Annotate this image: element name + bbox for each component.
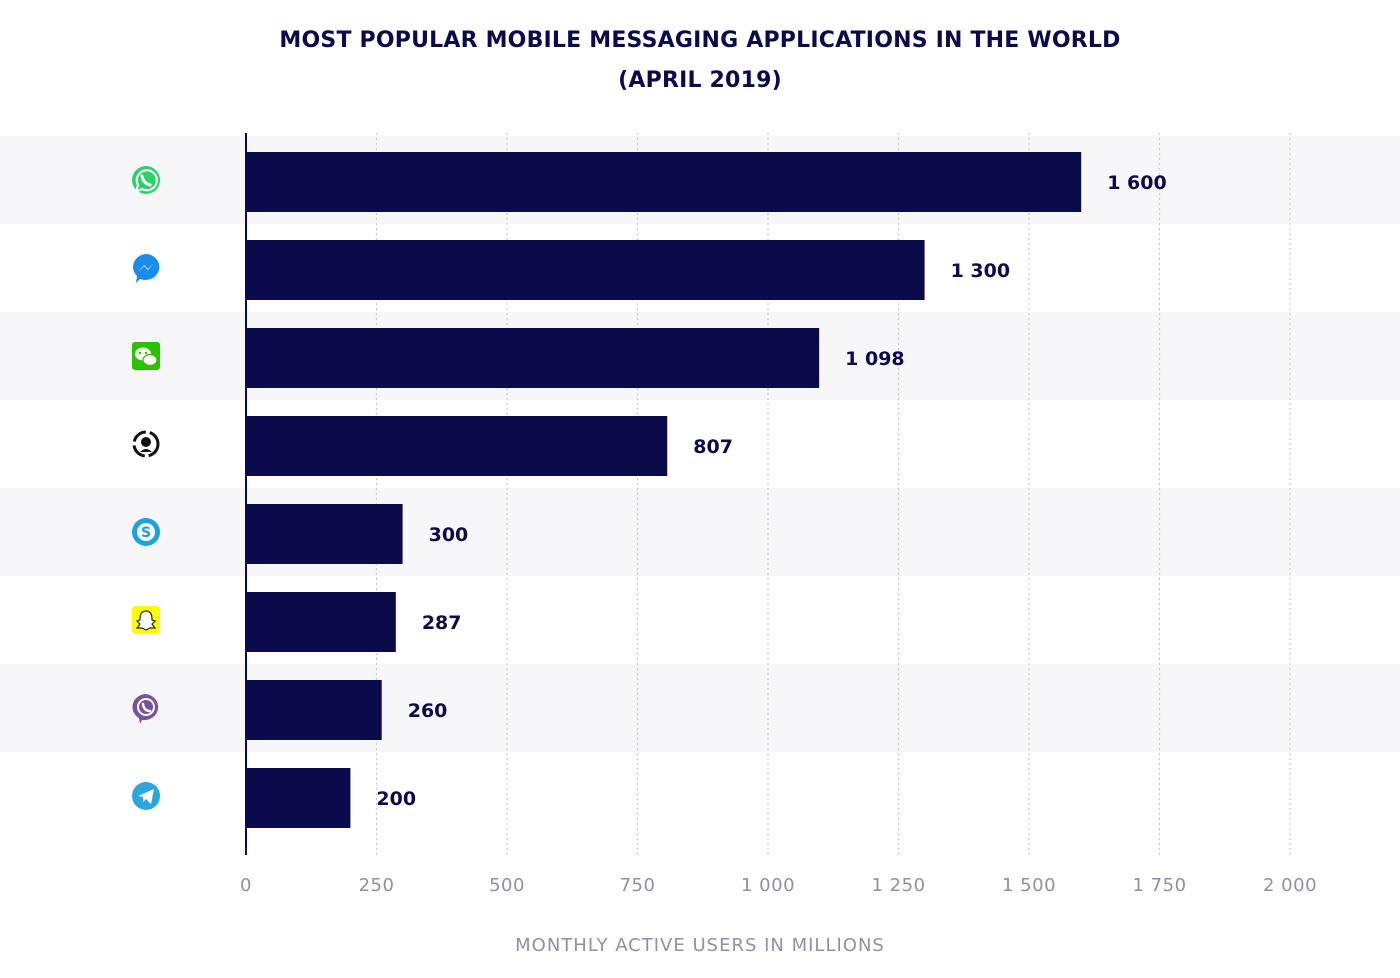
x-tick-label: 500 xyxy=(489,875,525,896)
skype-icon: S xyxy=(132,518,160,546)
x-tick-label: 1 500 xyxy=(1002,875,1056,896)
bar-snapchat xyxy=(246,592,396,652)
bar-skype xyxy=(246,504,403,564)
x-tick-label: 2 000 xyxy=(1263,875,1317,896)
row-band xyxy=(0,488,1400,576)
bar-value-label: 807 xyxy=(693,436,733,458)
bar-telegram xyxy=(246,768,351,828)
x-tick-label: 1 000 xyxy=(741,875,795,896)
row-band xyxy=(0,664,1400,752)
x-tick-label: 0 xyxy=(240,875,252,896)
bar-viber xyxy=(246,680,382,740)
bar-whatsapp xyxy=(246,152,1082,212)
bar-value-label: 200 xyxy=(376,788,416,810)
x-tick-label: 250 xyxy=(359,875,395,896)
x-tick-label: 1 750 xyxy=(1132,875,1186,896)
chart-subtitle: (APRIL 2019) xyxy=(618,68,782,93)
bar-value-label: 1 300 xyxy=(951,260,1011,282)
x-tick-label: 750 xyxy=(620,875,656,896)
chart-title: MOST POPULAR MOBILE MESSAGING APPLICATIO… xyxy=(279,28,1121,53)
qq-icon xyxy=(132,430,160,458)
bar-value-label: 300 xyxy=(429,524,469,546)
x-axis-label: MONTHLY ACTIVE USERS IN MILLIONS xyxy=(515,935,885,956)
bar-value-label: 1 098 xyxy=(845,348,905,370)
bar-messenger xyxy=(246,240,925,300)
viber-icon xyxy=(132,694,159,724)
whatsapp-icon xyxy=(132,166,160,195)
svg-text:S: S xyxy=(141,525,151,541)
bar-value-label: 260 xyxy=(408,700,448,722)
snapchat-icon xyxy=(132,606,160,634)
bar-wechat xyxy=(246,328,820,388)
bar-qq xyxy=(246,416,668,476)
messenger-icon xyxy=(133,254,160,283)
bar-value-label: 1 600 xyxy=(1107,172,1167,194)
bar-value-label: 287 xyxy=(422,612,462,634)
telegram-icon xyxy=(132,782,160,810)
x-tick-label: 1 250 xyxy=(871,875,925,896)
wechat-icon xyxy=(132,342,160,370)
